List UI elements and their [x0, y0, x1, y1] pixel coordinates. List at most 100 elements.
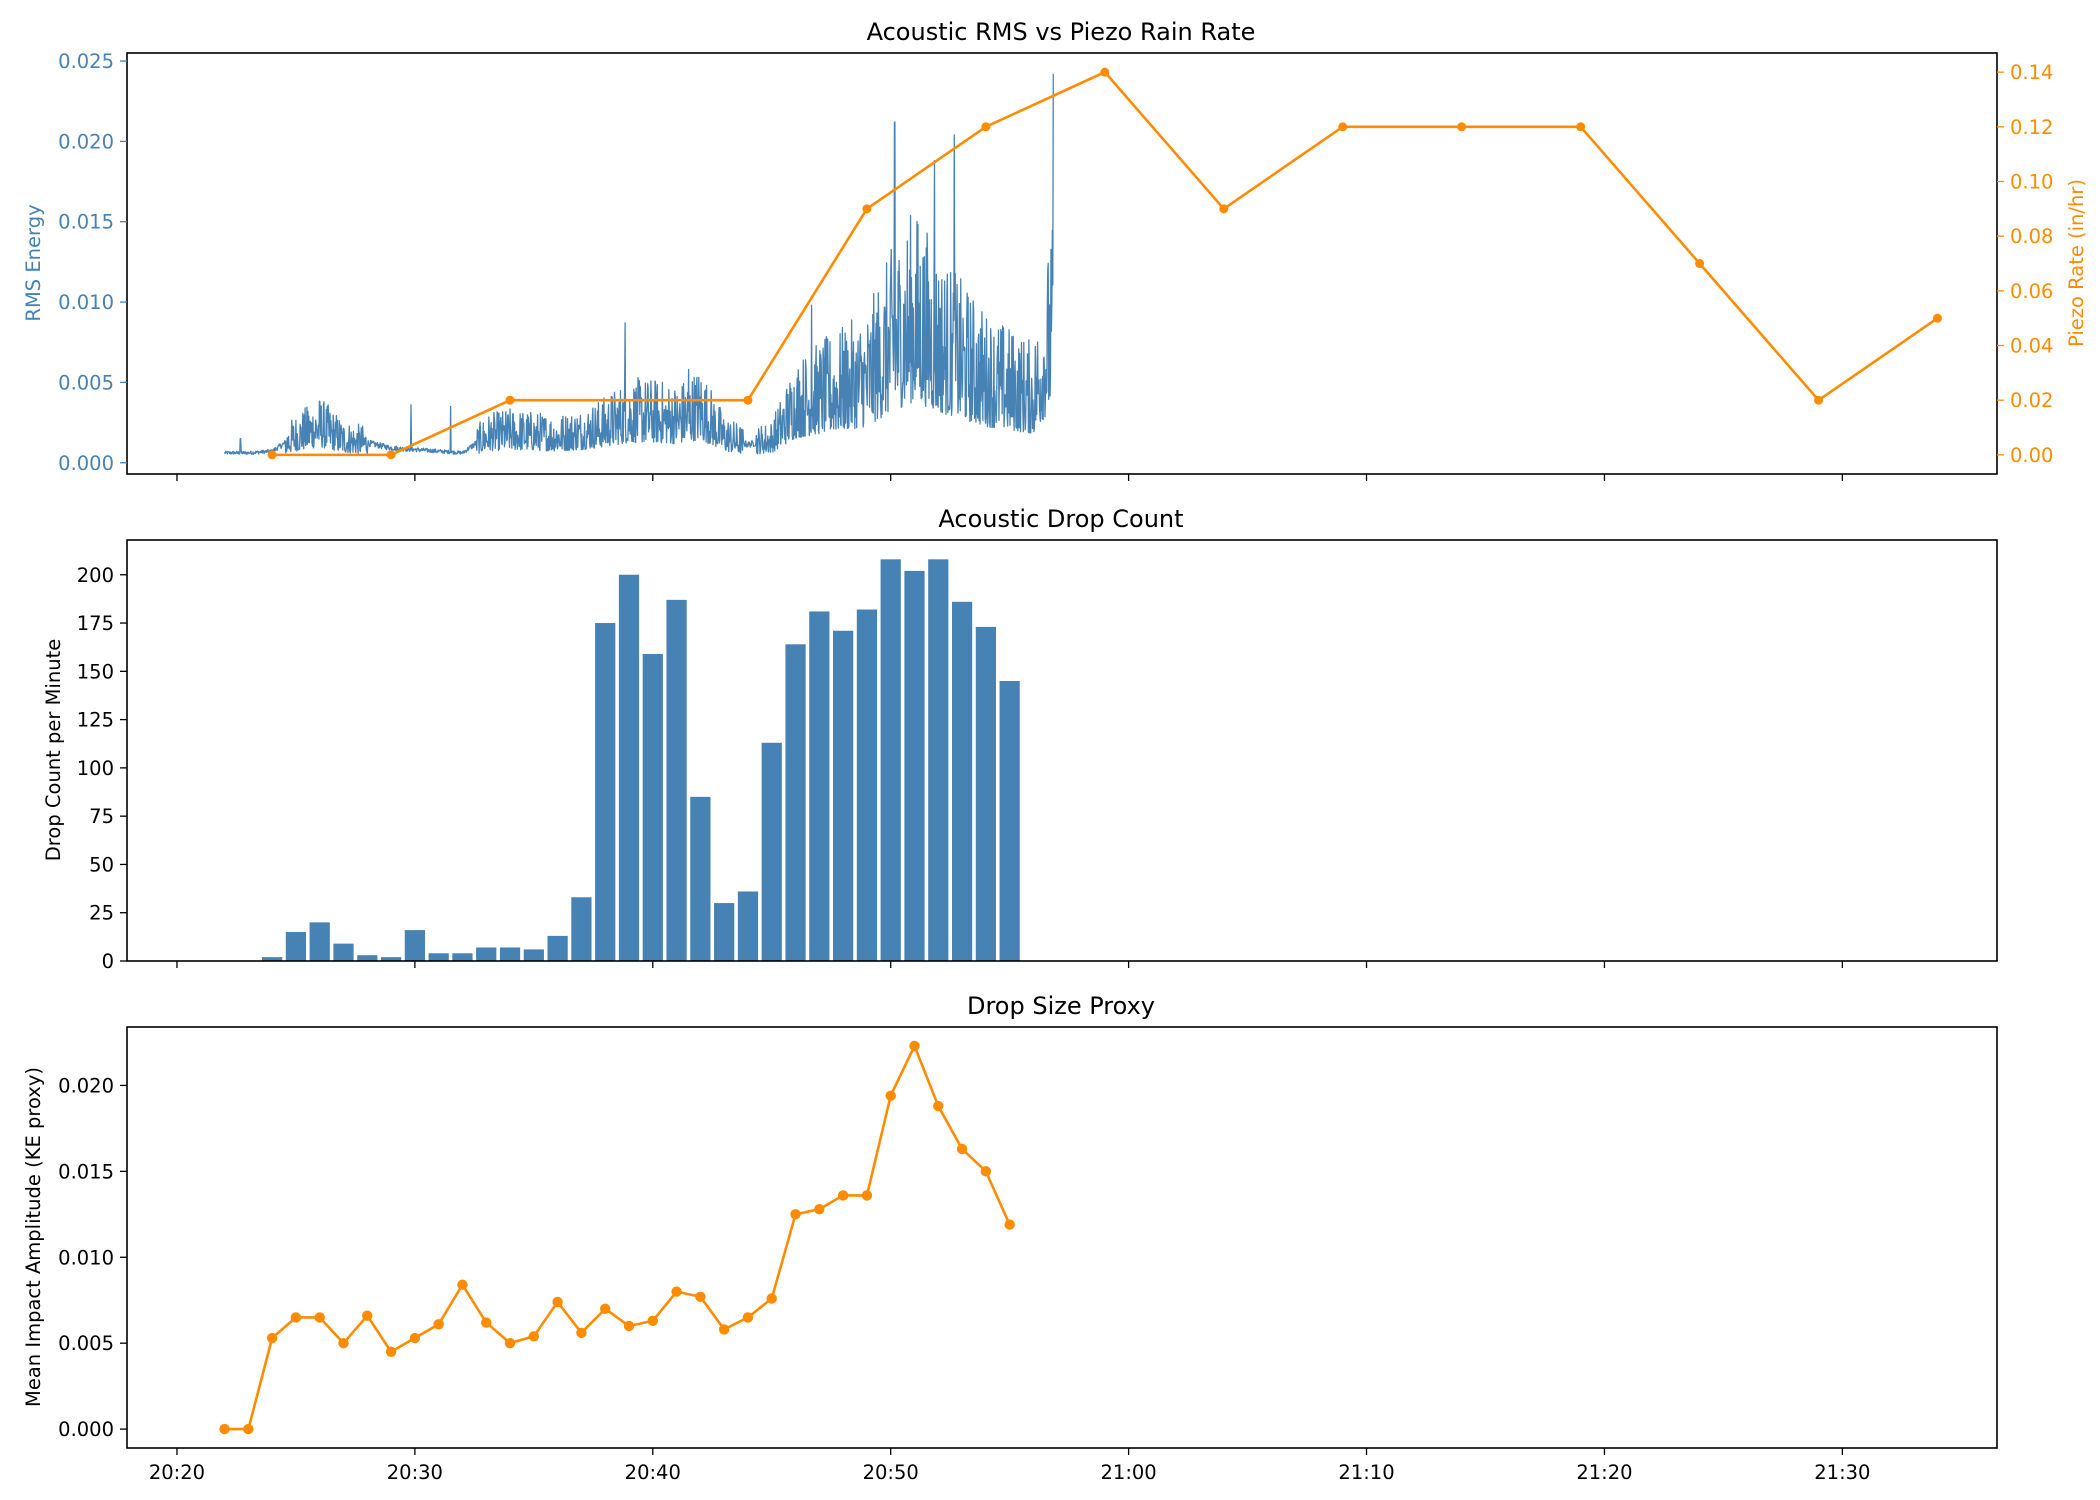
x-tick-label: 20:50	[863, 1461, 919, 1484]
piezo-rate-point	[1100, 67, 1110, 77]
piezo-rate-point	[1933, 313, 1943, 323]
drop-size-point	[290, 1312, 302, 1323]
drop-count-axis-label: Drop Count per Minute	[42, 639, 65, 861]
piezo-y-tick-label: 0.00	[2010, 444, 2053, 467]
drop-size-point	[980, 1166, 992, 1177]
drop-size-point	[219, 1423, 230, 1435]
drop-count-bar	[476, 947, 497, 961]
count-y-tick-label: 125	[77, 709, 114, 732]
drop-size-point	[623, 1320, 635, 1332]
piezo-rate-point	[862, 204, 872, 214]
drop-count-bar	[999, 680, 1020, 961]
drop-size-point	[243, 1423, 254, 1435]
drop-count-bar	[595, 623, 616, 961]
piezo-rate-point	[267, 450, 277, 460]
drop-size-point	[956, 1143, 968, 1155]
drop-size-point	[861, 1190, 873, 1201]
piezo-y-tick-label: 0.08	[2010, 225, 2053, 248]
piezo-rate-line	[272, 70, 1939, 457]
piezo-rate-axis-label: Piezo Rate (in/hr)	[2065, 179, 2088, 347]
size-y-tick-label: 0.020	[58, 1074, 114, 1097]
drop-count-bar	[262, 957, 283, 961]
drop-count-bar	[642, 653, 663, 961]
drop-count-axes: 0 25 50 75 100 125 150 175 200	[77, 564, 1844, 973]
x-tick-label: 21:10	[1338, 1461, 1394, 1484]
drop-size-point	[552, 1296, 563, 1308]
rms-y-tick-label: 0.000	[58, 452, 114, 475]
piezo-y-tick-label: 0.06	[2010, 280, 2053, 303]
count-y-tick-label: 150	[77, 660, 114, 683]
drop-size-point	[338, 1337, 349, 1349]
drop-size-point	[528, 1331, 540, 1342]
drop-count-bar	[666, 599, 687, 961]
drop-size-point	[790, 1209, 801, 1220]
drop-size-point	[695, 1291, 706, 1302]
size-y-tick-label: 0.010	[58, 1246, 114, 1269]
x-tick-label: 21:20	[1576, 1461, 1632, 1484]
drop-size-point	[266, 1332, 278, 1344]
rms-energy-axis-label: RMS Energy	[22, 204, 45, 321]
drop-size-axes-frame	[126, 1026, 1998, 1449]
rms-energy-line	[223, 73, 1054, 455]
drop-count-bar	[856, 609, 878, 961]
drop-count-bar	[809, 611, 830, 961]
drop-size-point	[766, 1293, 777, 1304]
drop-count-bar	[357, 955, 378, 961]
rms-y-tick-label: 0.025	[58, 50, 114, 73]
drop-count-bar	[547, 935, 568, 961]
drop-count-bar	[951, 601, 973, 961]
drop-size-point	[718, 1324, 730, 1335]
drop-count-bar	[928, 559, 949, 961]
piezo-rate-point	[981, 122, 991, 132]
drop-size-point	[647, 1315, 658, 1327]
piezo-rate-point	[505, 395, 515, 405]
drop-count-bar	[452, 953, 473, 961]
drop-count-bar	[690, 796, 711, 961]
piezo-y-tick-label: 0.04	[2010, 335, 2053, 358]
drop-count-bar	[309, 922, 330, 961]
drop-count-bar	[499, 947, 521, 961]
x-tick-label: 21:00	[1101, 1461, 1157, 1484]
piezo-rate-point	[1695, 259, 1705, 268]
piezo-rate-point	[1338, 122, 1348, 132]
drop-size-line	[224, 1042, 1011, 1431]
drop-count-bar	[904, 570, 925, 961]
drop-count-bar	[737, 891, 759, 961]
drop-size-point	[314, 1312, 325, 1323]
rms-piezo-axes-frame	[126, 52, 1998, 475]
drop-size-point	[385, 1346, 397, 1357]
x-tick-label: 21:30	[1814, 1461, 1870, 1484]
rms-y-tick-label: 0.015	[58, 211, 114, 234]
x-tick-label: 20:20	[149, 1461, 205, 1484]
drop-size-axis-label: Mean Impact Amplitude (KE proxy)	[22, 1067, 45, 1407]
drop-size-point	[885, 1090, 896, 1101]
drop-count-bar	[285, 932, 307, 961]
rms-y-tick-label: 0.010	[58, 291, 114, 314]
piezo-rate-point	[743, 395, 753, 405]
drop-count-bar	[333, 943, 354, 961]
size-y-tick-label: 0.000	[58, 1418, 114, 1441]
size-y-tick-label: 0.015	[58, 1160, 114, 1183]
drop-size-point	[933, 1100, 944, 1112]
count-y-tick-label: 175	[77, 612, 114, 635]
drop-size-panel: Drop Size Proxy 0.000 0.005 0.010 0.015 0.02…	[22, 992, 1998, 1455]
piezo-y-tick-label: 0.12	[2010, 116, 2053, 139]
x-tick-labels: 20:20 20:30 20:40 20:50 21:00 21:10 21:20 21:30	[149, 1461, 1871, 1484]
rms-y-tick-label: 0.020	[58, 130, 114, 153]
drop-count-bar	[618, 574, 640, 961]
drop-size-point	[362, 1310, 373, 1321]
drop-size-title: Drop Size Proxy	[967, 992, 1155, 1020]
drop-size-point	[504, 1337, 516, 1349]
rms-piezo-panel: Acoustic RMS vs Piezo Rain Rate 0.0000.0…	[22, 18, 2088, 481]
rms-y-tick-label: 0.005	[58, 371, 114, 394]
drop-size-point	[481, 1317, 492, 1328]
drop-count-title: Acoustic Drop Count	[938, 505, 1183, 533]
piezo-rate-point	[1219, 204, 1229, 214]
size-y-tick-label: 0.005	[58, 1332, 114, 1355]
drop-size-point	[742, 1312, 754, 1323]
drop-size-point	[600, 1303, 611, 1315]
drop-count-marks	[262, 559, 1020, 961]
drop-size-point	[814, 1203, 825, 1215]
drop-count-bar	[428, 953, 449, 961]
